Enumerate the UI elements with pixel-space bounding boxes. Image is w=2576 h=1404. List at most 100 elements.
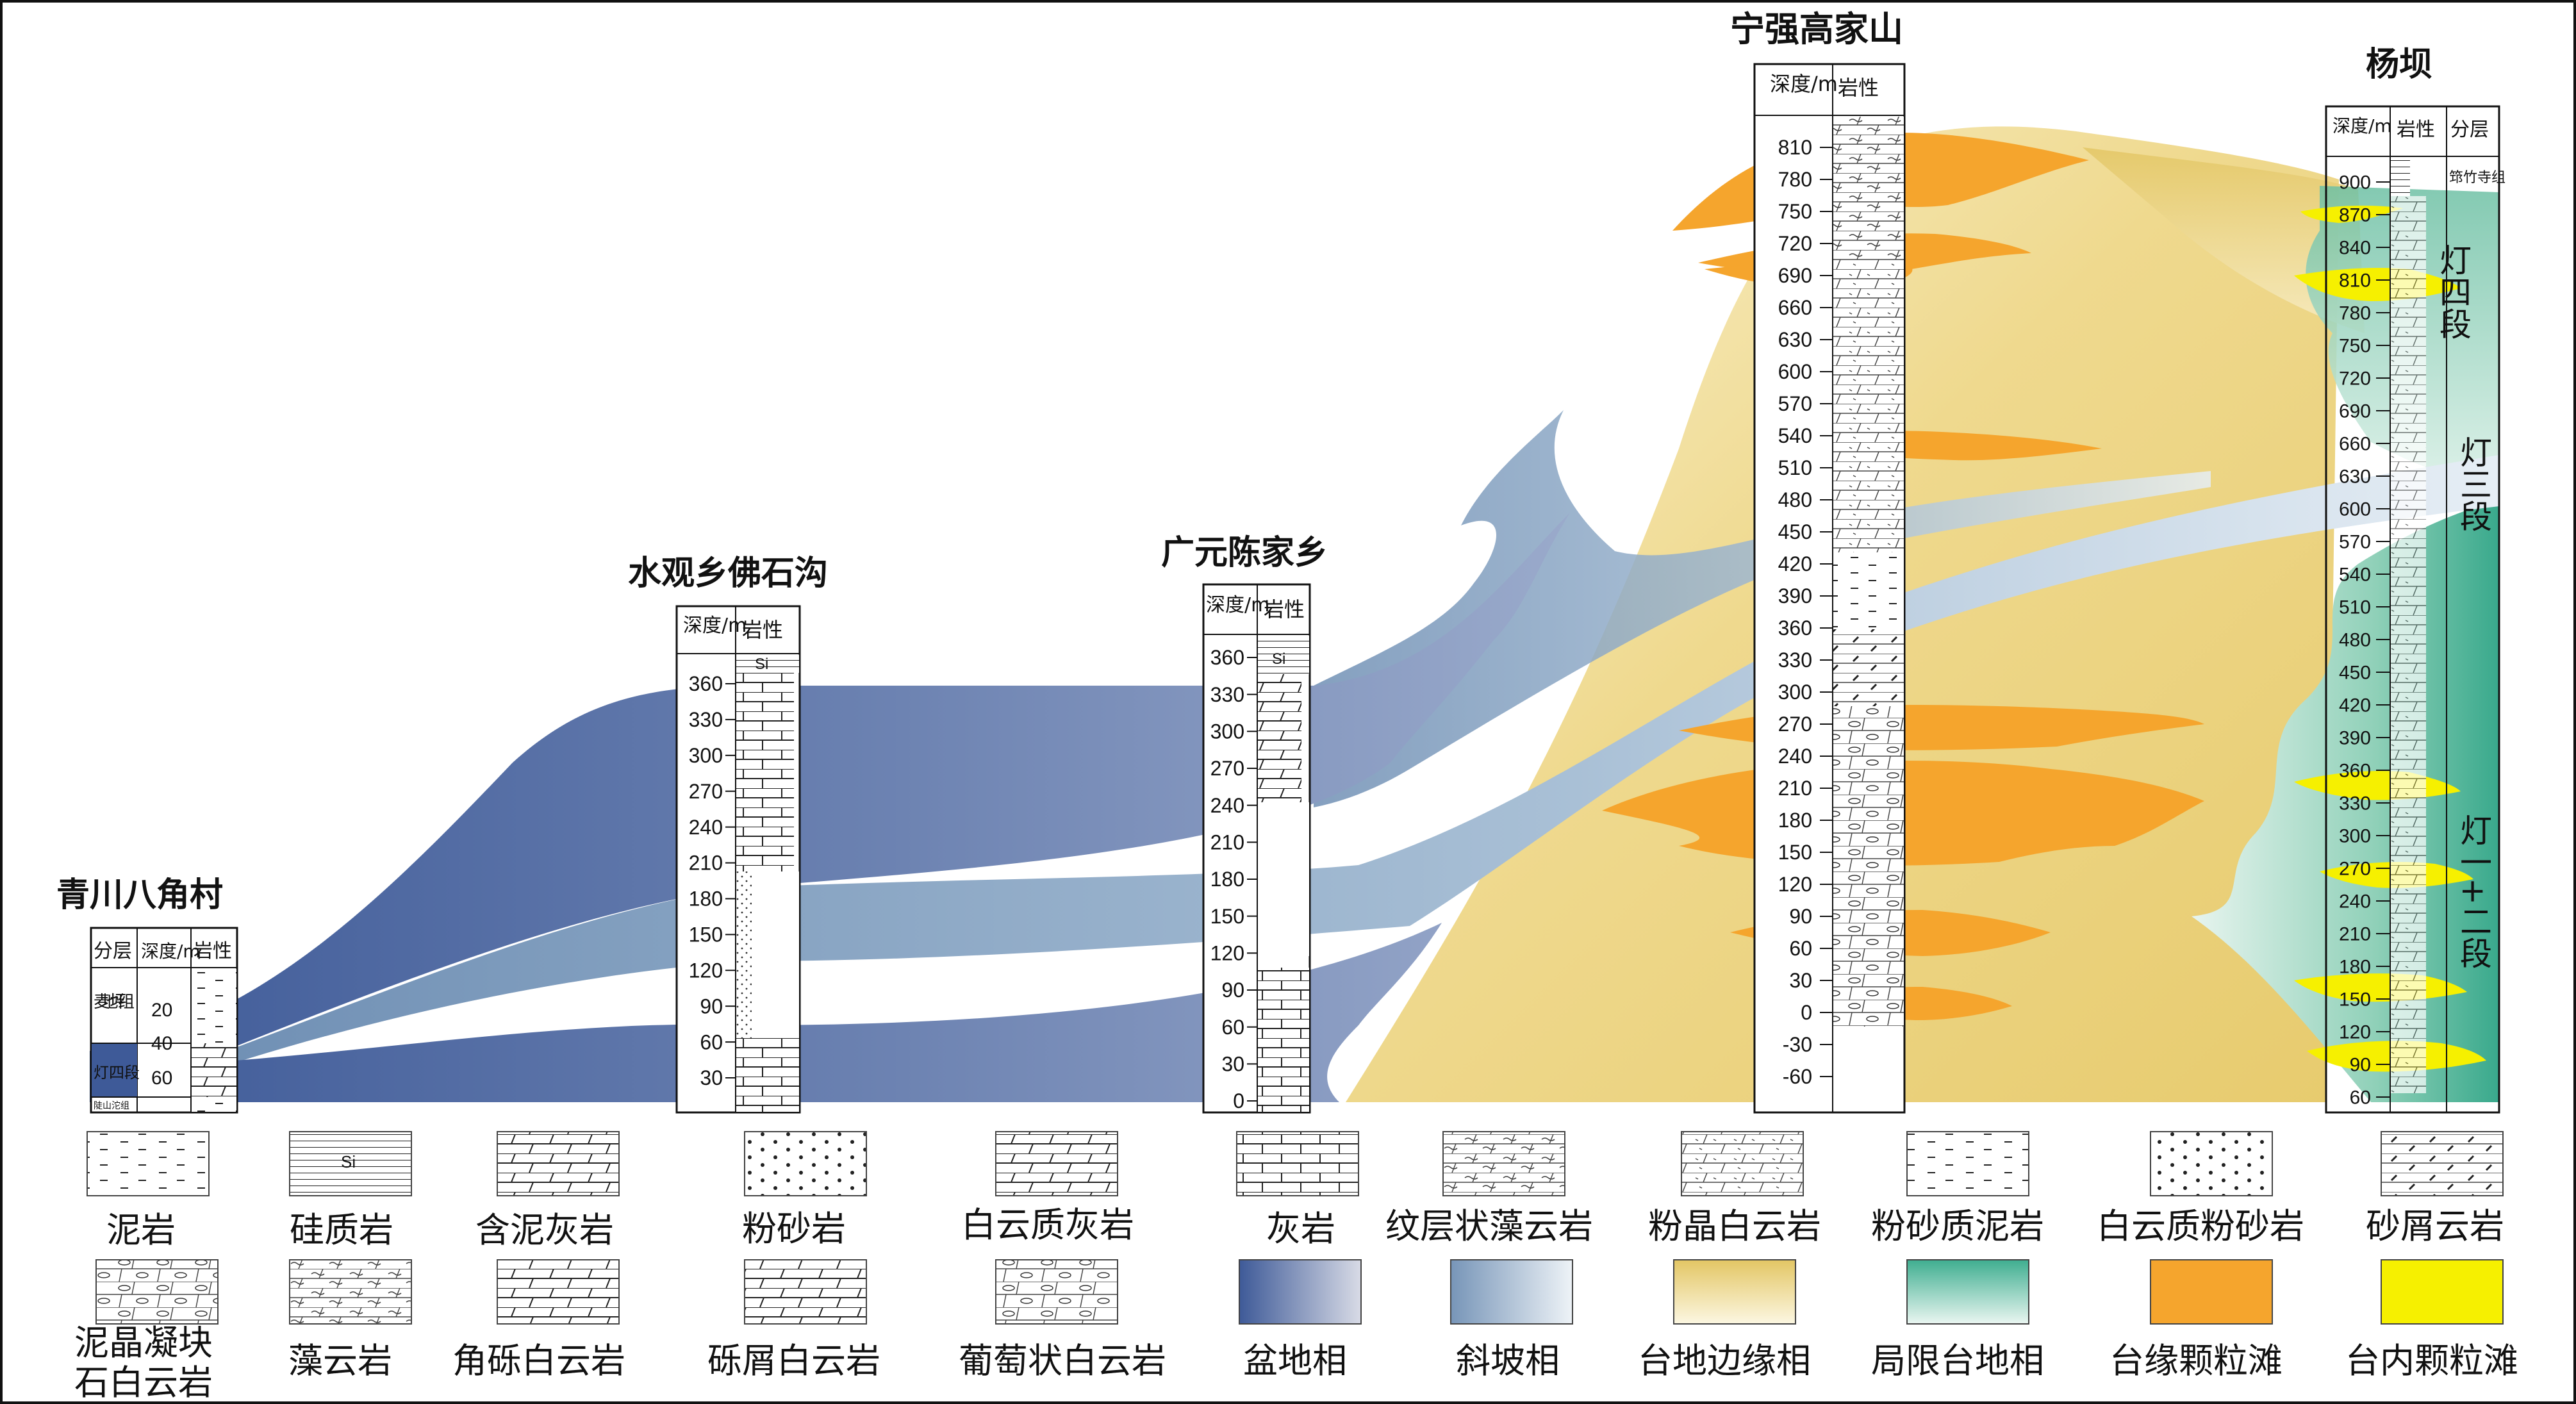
- lith-silty-mud: [1833, 552, 1904, 629]
- header-depth: 深度/m: [1770, 72, 1838, 96]
- lith-sand-dolo: [1833, 629, 1904, 706]
- tick-label: -30: [1783, 1033, 1812, 1056]
- unit-label: 陡山沱组: [94, 1100, 129, 1111]
- tick-label: 0: [1233, 1089, 1244, 1112]
- tick-label: 300: [689, 744, 723, 767]
- tick-label: 150: [1210, 905, 1244, 928]
- tick-label: 570: [2339, 532, 2371, 553]
- column-title: 水观乡佛石沟: [628, 554, 828, 593]
- si-label: Si: [755, 656, 768, 673]
- tick-label: 120: [1778, 873, 1812, 896]
- unit-labels: 筇竹寺组 灯四段 灯三段 灯一+二段: [2434, 170, 2506, 969]
- header-lith: 岩性: [1264, 597, 1305, 622]
- header-depth: 深度/m: [1206, 594, 1269, 616]
- tick-label: 240: [2339, 891, 2371, 913]
- legend-laminated-algal-swatch: [1442, 1131, 1565, 1196]
- tick-label: 180: [689, 888, 723, 911]
- tick-label: 360: [2339, 761, 2371, 782]
- tick-label: 0: [1801, 1001, 1812, 1024]
- tick-label: 360: [1778, 616, 1812, 640]
- column-guangyuan: 广元陈家乡 深度/m 岩性 Si 36033030027024021018015…: [1161, 534, 1328, 1114]
- lith-mud-base: [192, 1097, 236, 1112]
- legend-slope-swatch: [1450, 1259, 1573, 1325]
- header-lith: 岩性: [2397, 119, 2435, 141]
- basin-facies: [90, 513, 1570, 1102]
- depth-ticks: 360 330 300 270 240 210 180 150 120 90 60 30: [689, 672, 736, 1089]
- column-shuiguan: 水观乡佛石沟 深度/m 岩性 Si 360 330 300 270 240 210 180 1…: [628, 554, 828, 1114]
- legend-silty-mud-swatch: [1906, 1131, 2029, 1196]
- tick-label: 180: [1210, 868, 1244, 891]
- legend-inner-shoal-swatch: [2381, 1259, 2504, 1325]
- legend-siltstone-swatch: [744, 1131, 867, 1196]
- unit-label: 灯四段: [94, 1064, 140, 1082]
- tick-label: 300: [2339, 826, 2371, 847]
- tick-label: 630: [1778, 328, 1812, 351]
- tick-label: 150: [2339, 989, 2371, 1011]
- legend-chert-swatch: [289, 1131, 412, 1196]
- header-depth: 深度/m: [2332, 115, 2392, 136]
- tick-label: 420: [2339, 695, 2371, 716]
- legend-label: 台缘颗粒滩: [2110, 1341, 2283, 1381]
- legend-label: 白云质灰岩: [961, 1205, 1134, 1245]
- tick-label: 900: [2339, 172, 2371, 194]
- tick-label: 390: [2339, 728, 2371, 749]
- tick-label: 60: [1221, 1016, 1244, 1039]
- legend-powder-dolo-swatch: [1681, 1131, 1804, 1196]
- lith-powder-dolo: [2391, 196, 2426, 1093]
- si-label: Si: [1272, 650, 1285, 668]
- legend-breccia-dolo-swatch: [497, 1259, 620, 1325]
- tick-label: 600: [1778, 360, 1812, 383]
- tick-label: 300: [1778, 681, 1812, 704]
- tick-label: 300: [1210, 720, 1244, 743]
- legend-si-label: Si: [341, 1152, 356, 1171]
- lith-powder-dolo: [1833, 258, 1904, 552]
- legend-label: 斜坡相: [1456, 1341, 1560, 1381]
- tick-label: 270: [1210, 757, 1244, 780]
- unit-label: 灯四段: [2434, 244, 2472, 340]
- tick-label: 480: [1778, 488, 1812, 511]
- tick-label: 90: [1789, 905, 1812, 928]
- tick-label: 330: [1778, 648, 1812, 672]
- tick-label: 360: [689, 672, 723, 695]
- tick-label: 240: [1778, 745, 1812, 768]
- legend-dolomitic-silt-swatch: [2150, 1131, 2273, 1196]
- lith-siltstone: [736, 871, 752, 1038]
- lith-mud: [192, 969, 236, 1043]
- lith-dolomitic-limestone: [1258, 674, 1301, 802]
- legend-label: 藻云岩: [288, 1341, 392, 1381]
- legend-sand-dolo-swatch: [2381, 1131, 2504, 1196]
- legend-margin-shoal-swatch: [2150, 1259, 2273, 1325]
- legend-label: 粉晶白云岩: [1648, 1206, 1821, 1246]
- legend-label: 角砾白云岩: [452, 1341, 625, 1381]
- tick-label: 60: [151, 1068, 172, 1089]
- tick-label: 360: [1210, 646, 1244, 669]
- legend-label: 纹层状藻云岩: [1385, 1206, 1593, 1246]
- platform-margin-upper: [2083, 147, 2365, 333]
- header-depth: 深度/m: [683, 615, 747, 637]
- legend-label: 灰岩: [1266, 1209, 1335, 1249]
- slope-facies-upper: [1314, 410, 2211, 807]
- tick-label: 210: [1778, 777, 1812, 800]
- legend-label: 白云质粉砂岩: [2097, 1206, 2304, 1246]
- legend-label: 台内颗粒滩: [2345, 1341, 2518, 1381]
- tick-label: 450: [2339, 663, 2371, 684]
- tick-label: 780: [2339, 303, 2371, 324]
- legend-margin-swatch: [1673, 1259, 1796, 1325]
- legend-restricted-swatch: [1906, 1259, 2029, 1325]
- tick-label: 780: [1778, 168, 1812, 191]
- tick-label: -60: [1783, 1065, 1812, 1088]
- tick-label: 240: [689, 816, 723, 839]
- column-title: 青川八角村: [56, 876, 223, 914]
- tick-label: 630: [2339, 467, 2371, 488]
- legend-label: 葡萄状白云岩: [959, 1341, 1166, 1381]
- tick-label: 30: [1221, 1053, 1244, 1076]
- lith-dolo: [192, 1043, 236, 1097]
- tick-label: 600: [2339, 499, 2371, 520]
- tick-label: 60: [2350, 1087, 2371, 1109]
- legend-marly-limestone-swatch: [497, 1131, 620, 1196]
- column-ningqiang: 宁强高家山 深度/m 岩性 81078075072069066063060057…: [1730, 9, 1906, 1114]
- unit-label: 灯一+二段: [2455, 814, 2492, 969]
- tick-label: 690: [1778, 264, 1812, 287]
- legend-botryoidal-dolo-swatch: [995, 1259, 1118, 1325]
- legend-label: 泥岩: [106, 1210, 176, 1250]
